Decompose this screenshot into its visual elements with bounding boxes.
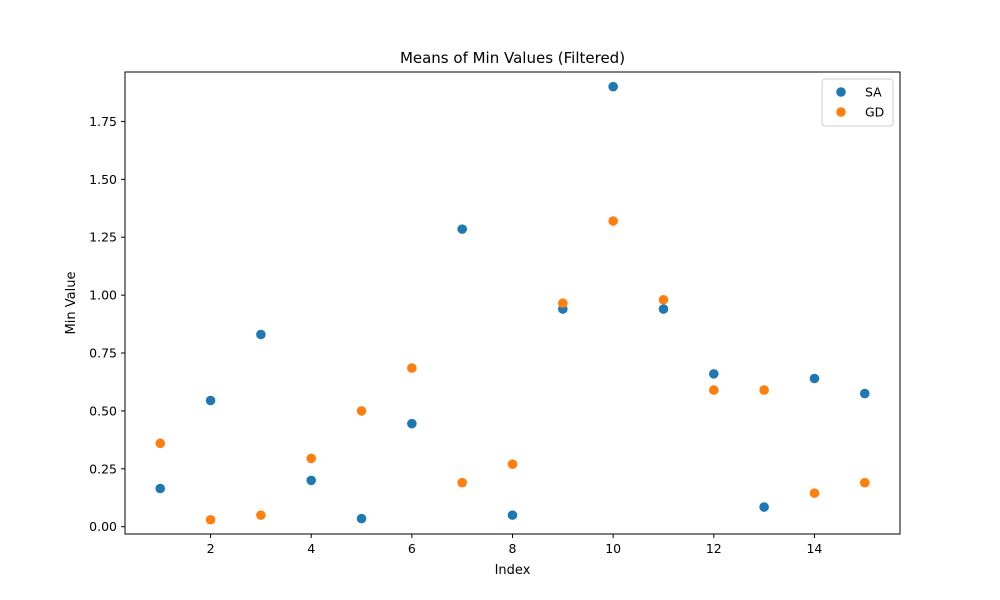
y-tick-label: 0.75	[89, 346, 117, 361]
y-tick-label: 0.25	[89, 461, 117, 476]
data-point-sa	[457, 224, 467, 234]
legend-label: SA	[865, 85, 882, 100]
x-tick-label: 10	[605, 541, 621, 556]
data-point-sa	[809, 373, 820, 384]
data-point-sa	[507, 510, 518, 520]
x-tick-label: 4	[307, 541, 315, 556]
x-tick-label: 6	[408, 541, 416, 556]
series-gd	[155, 216, 870, 525]
x-tick-label: 14	[806, 541, 822, 556]
legend-marker	[836, 107, 846, 117]
data-point-sa	[205, 395, 216, 406]
data-point-sa	[658, 304, 669, 314]
x-tick-label: 2	[207, 541, 215, 556]
data-point-gd	[356, 406, 367, 416]
x-tick-label: 8	[509, 541, 517, 556]
data-point-gd	[759, 385, 769, 395]
y-tick-label: 1.00	[89, 288, 117, 303]
data-point-gd	[457, 477, 467, 488]
data-point-gd	[558, 298, 568, 309]
x-axis: 2 4 6 8 10 12 14	[207, 534, 822, 556]
data-point-gd	[256, 510, 266, 520]
data-point-gd	[859, 477, 870, 488]
data-point-sa	[155, 483, 166, 494]
data-point-gd	[306, 453, 317, 464]
data-point-gd	[507, 459, 518, 469]
data-point-sa	[859, 388, 870, 399]
series-sa	[155, 81, 870, 524]
data-points	[155, 81, 870, 525]
data-point-sa	[759, 502, 769, 512]
y-tick-label: 0.50	[89, 403, 117, 418]
data-point-sa	[356, 513, 367, 524]
data-point-gd	[708, 385, 719, 395]
x-axis-label: Index	[495, 563, 531, 578]
data-point-sa	[608, 81, 618, 92]
legend-marker	[836, 87, 846, 97]
legend-label: GD	[865, 105, 884, 120]
data-point-sa	[306, 475, 317, 486]
y-axis-label: Min Value	[64, 272, 79, 335]
chart-title: Means of Min Values (Filtered)	[400, 49, 625, 67]
data-point-gd	[809, 488, 820, 498]
data-point-sa	[407, 418, 417, 429]
data-point-sa	[256, 329, 266, 340]
data-point-gd	[407, 363, 417, 373]
y-tick-label: 1.25	[89, 230, 117, 245]
data-point-gd	[658, 294, 669, 305]
data-point-gd	[608, 216, 618, 226]
data-point-sa	[708, 369, 719, 379]
y-tick-label: 0.00	[89, 519, 117, 534]
data-point-gd	[205, 514, 216, 525]
x-tick-label: 12	[706, 541, 722, 556]
data-point-gd	[155, 438, 166, 449]
legend: SA GD	[821, 78, 894, 127]
y-axis: 0.00 0.25 0.50 0.75 1.00 1.25 1.50 1.75	[89, 114, 125, 534]
y-tick-label: 1.50	[89, 172, 117, 187]
y-tick-label: 1.75	[89, 114, 117, 129]
